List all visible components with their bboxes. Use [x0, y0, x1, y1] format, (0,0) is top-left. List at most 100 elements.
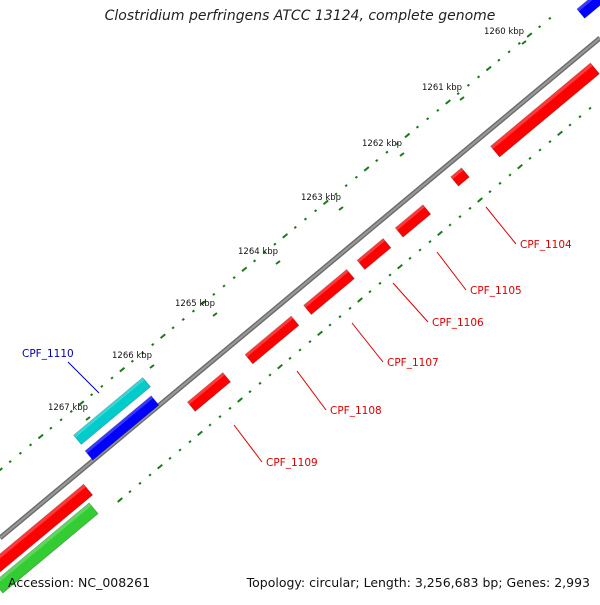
kbp-tick-mark	[212, 312, 218, 317]
gc-dot	[397, 263, 403, 270]
gene-arrow-cpf-1110-rna-shading	[73, 377, 145, 438]
gc-dot	[314, 209, 318, 213]
gc-dot	[188, 440, 192, 444]
gc-dot	[378, 281, 382, 285]
gc-dot	[415, 125, 420, 129]
gc-dot	[568, 123, 572, 127]
gene-arrow-lower-red-shading	[0, 484, 86, 559]
gc-dot	[159, 333, 166, 339]
kbp-tick-mark	[399, 152, 405, 157]
gc-dot	[268, 373, 272, 377]
gc-dot	[445, 99, 451, 105]
gc-dot	[178, 448, 182, 452]
gc-dot	[354, 175, 358, 179]
gc-dot	[37, 433, 44, 440]
kbp-tick-mark	[275, 260, 281, 265]
genome-summary-text: Topology: circular; Length: 3,256,683 bp…	[246, 575, 590, 590]
gene-arrow-cpf-1106-shading	[357, 238, 386, 263]
gene-arrow-lower-green-shading	[0, 502, 92, 582]
gene-label-cpf-1110[interactable]: CPF_1110	[22, 348, 74, 360]
kbp-tick-mark	[521, 40, 527, 45]
gene-arrow-cpf-1107-shading	[303, 269, 349, 308]
gc-dot	[138, 481, 142, 485]
gc-dot	[168, 456, 172, 460]
gc-dot	[212, 292, 216, 296]
gc-dot	[130, 359, 134, 363]
gene-label-cpf-1105[interactable]: CPF_1105	[470, 285, 522, 297]
kbp-tick-mark	[338, 206, 344, 211]
kbp-tick-label: 1262 kbp	[362, 139, 402, 149]
gc-dot	[322, 199, 329, 206]
gc-dot	[69, 409, 73, 413]
gc-dot	[385, 150, 389, 154]
gc-dot	[466, 83, 470, 87]
gc-skew-dots	[0, 16, 592, 503]
kbp-ticks: 1260 kbp 1261 kbp 1262 kbp 1263 kbp 1264 kbp…	[48, 27, 527, 421]
gc-dot	[375, 159, 379, 163]
gc-dot	[538, 148, 542, 152]
gc-dot	[348, 306, 352, 310]
gc-dot	[388, 273, 392, 277]
gc-dot	[308, 340, 312, 344]
gc-dot	[49, 426, 53, 430]
gc-dot	[363, 166, 370, 172]
gc-dot	[151, 343, 155, 347]
gene-label-cpf-1107[interactable]: CPF_1107	[387, 357, 439, 369]
gc-dot	[273, 242, 277, 246]
gc-dot	[395, 142, 399, 146]
gene-leader-line	[296, 370, 327, 411]
gc-dot	[344, 184, 348, 188]
gc-dot	[59, 418, 63, 422]
gene-arrow-lower-red	[0, 483, 94, 573]
gc-dot	[282, 233, 289, 239]
kbp-tick-label: 1264 kbp	[238, 247, 278, 257]
gc-dot	[78, 400, 85, 406]
gene-label-cpf-1104[interactable]: CPF_1104	[520, 239, 572, 251]
gc-dot	[488, 190, 492, 194]
gc-dot	[263, 251, 267, 255]
kbp-tick-mark	[459, 96, 465, 101]
gc-dot	[191, 309, 196, 313]
gc-dot	[578, 115, 582, 119]
gc-dot	[8, 460, 12, 464]
gene-label-cpf-1106[interactable]: CPF_1106	[432, 317, 484, 329]
gc-dot	[200, 300, 207, 306]
gc-dot	[458, 215, 462, 219]
gc-dot	[418, 248, 422, 252]
gc-dot	[517, 163, 523, 170]
gene-label-cpf-1108[interactable]: CPF_1108	[330, 405, 382, 417]
gene-arrow-cpf-1105-shading	[395, 204, 425, 231]
gc-dot	[468, 206, 472, 210]
gene-arrow-cpf-1109-shading	[187, 372, 225, 405]
gc-dot	[208, 423, 212, 427]
gene-arrow-cpf-1110	[84, 395, 160, 461]
gc-dot	[497, 58, 501, 62]
gc-dot	[548, 16, 552, 20]
gc-dot	[408, 256, 412, 260]
map-title: Clostridium perfringens ATCC 13124, comp…	[104, 8, 496, 24]
gc-dot	[456, 92, 460, 96]
gc-dot	[28, 443, 33, 447]
gc-dot	[498, 181, 502, 185]
gc-dot	[357, 297, 363, 303]
gene-arrow-cpf-1110-rna	[73, 377, 151, 445]
gene-leader-line	[67, 361, 100, 394]
gene-arrow-cpf-1110-shading	[85, 395, 154, 454]
gc-dot	[317, 330, 323, 337]
gene-arrow-cpf-1108	[244, 315, 300, 365]
gene-leader-line	[392, 282, 429, 323]
gc-dot	[277, 363, 283, 370]
gc-dot	[140, 351, 145, 355]
gene-leader-line	[436, 251, 467, 291]
gc-dot	[436, 108, 440, 112]
gene-arrow-cpf-1103-shading	[490, 63, 593, 149]
gc-dot	[148, 473, 152, 477]
gc-dot	[232, 276, 236, 280]
gc-dot	[117, 497, 123, 503]
kbp-tick-mark	[149, 364, 155, 369]
gene-arrow-lower-green	[0, 502, 99, 594]
gene-label-cpf-1109[interactable]: CPF_1109	[266, 457, 318, 469]
gene-arrow-cpf-1107	[303, 268, 355, 316]
